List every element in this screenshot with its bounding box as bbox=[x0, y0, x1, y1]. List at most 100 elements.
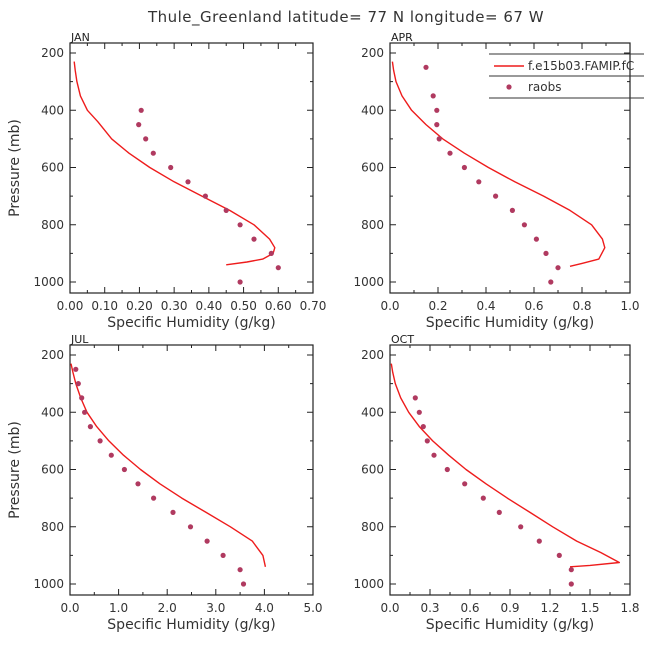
x-tick-label: 0.6 bbox=[524, 299, 543, 313]
y-tick-label: 400 bbox=[361, 103, 384, 117]
obs-point bbox=[412, 395, 418, 401]
obs-point bbox=[220, 552, 226, 559]
y-tick-label: 800 bbox=[361, 520, 384, 534]
legend-obs-swatch bbox=[506, 84, 512, 90]
x-tick-label: 0.40 bbox=[195, 299, 222, 313]
obs-point bbox=[423, 64, 429, 70]
obs-point bbox=[568, 581, 574, 587]
y-tick-label: 400 bbox=[41, 405, 64, 419]
obs-point bbox=[509, 207, 515, 213]
obs-point bbox=[461, 164, 467, 171]
y-tick-label: 1000 bbox=[33, 577, 64, 591]
obs-point bbox=[73, 366, 79, 372]
y-tick-label: 400 bbox=[41, 103, 64, 117]
x-tick-label: 5.0 bbox=[303, 601, 322, 615]
obs-point bbox=[447, 150, 453, 156]
chart-panel-oct: OCT 200 400 600 800 1000 0.0 0.3 0.6 0.9 1.2 1.5 1.8… bbox=[353, 333, 639, 633]
y-tick-label: 200 bbox=[41, 348, 64, 362]
obs-point bbox=[543, 250, 549, 256]
obs-point bbox=[138, 107, 144, 113]
obs-point bbox=[462, 481, 468, 487]
legend: f.e15b03.FAMIP.fC raobs bbox=[489, 53, 644, 99]
model-series-line bbox=[390, 363, 620, 568]
obs-point bbox=[121, 466, 127, 473]
y-tick-label: 200 bbox=[361, 46, 384, 60]
obs-point bbox=[75, 381, 81, 387]
obs-point bbox=[135, 481, 141, 487]
obs-point bbox=[521, 222, 528, 228]
obs-point bbox=[223, 207, 229, 213]
obs-point bbox=[533, 236, 540, 242]
x-tick-label: 0.00 bbox=[57, 299, 84, 313]
x-tick-label: 0.20 bbox=[126, 299, 153, 313]
plot-frame bbox=[389, 344, 631, 596]
x-axis-label: Specific Humidity (g/kg) bbox=[107, 617, 275, 633]
x-tick-label: 0.0 bbox=[380, 299, 399, 313]
obs-point bbox=[240, 581, 247, 587]
model-series-line bbox=[70, 363, 267, 567]
x-tick-label: 0.8 bbox=[572, 299, 591, 313]
obs-point bbox=[444, 466, 450, 473]
y-tick-label: 600 bbox=[41, 161, 64, 175]
panel-title: OCT bbox=[391, 333, 414, 346]
y-tick-label: 1000 bbox=[33, 275, 64, 289]
x-tick-label: 1.0 bbox=[620, 299, 639, 313]
chart-panel-jan: JAN 200 400 600 800 1000 0.00 0.10 0.20 0.30 0.40 0… bbox=[7, 31, 326, 331]
x-tick-label: 1.8 bbox=[620, 601, 639, 615]
x-tick-label: 1.0 bbox=[109, 601, 128, 615]
y-tick-label: 800 bbox=[41, 520, 64, 534]
x-tick-label: 3.0 bbox=[206, 601, 225, 615]
x-tick-label: 1.5 bbox=[580, 601, 599, 615]
y-tick-label: 600 bbox=[41, 463, 64, 477]
obs-point bbox=[79, 395, 85, 401]
legend-obs-label: raobs bbox=[528, 80, 562, 94]
obs-point bbox=[434, 107, 440, 113]
y-tick-label: 1000 bbox=[353, 577, 384, 591]
obs-point bbox=[237, 279, 243, 285]
x-tick-label: 0.30 bbox=[161, 299, 188, 313]
obs-point bbox=[424, 438, 430, 444]
obs-point bbox=[150, 150, 156, 156]
x-axis-label: Specific Humidity (g/kg) bbox=[426, 315, 594, 331]
plot-frame bbox=[69, 42, 314, 294]
y-tick-label: 200 bbox=[361, 348, 384, 362]
obs-point bbox=[168, 164, 174, 171]
obs-point bbox=[151, 495, 157, 501]
obs-point bbox=[268, 250, 274, 256]
chart-panel-apr: APR 200 400 600 800 1000 0.0 0.2 0.4 0.6 0.8 1.0 Spe… bbox=[353, 31, 639, 331]
legend-model-label: f.e15b03.FAMIP.fC bbox=[528, 59, 634, 73]
y-tick-label: 200 bbox=[41, 46, 64, 60]
obs-point bbox=[136, 122, 142, 128]
x-tick-label: 0.50 bbox=[230, 299, 257, 313]
obs-point bbox=[434, 122, 440, 128]
obs-point bbox=[416, 409, 422, 415]
obs-point bbox=[275, 265, 281, 271]
obs-point bbox=[555, 265, 561, 271]
panel-title: JAN bbox=[70, 31, 90, 44]
obs-point bbox=[556, 552, 562, 559]
obs-point bbox=[430, 93, 436, 99]
obs-point bbox=[82, 409, 88, 415]
obs-point bbox=[204, 538, 210, 544]
x-tick-label: 0.6 bbox=[460, 601, 479, 615]
obs-point bbox=[436, 136, 442, 142]
obs-point bbox=[480, 495, 486, 501]
obs-point bbox=[476, 179, 482, 185]
plot-frame bbox=[389, 42, 631, 294]
obs-point bbox=[536, 538, 542, 544]
x-tick-label: 0.0 bbox=[380, 601, 399, 615]
x-axis-label: Specific Humidity (g/kg) bbox=[107, 315, 275, 331]
obs-point bbox=[496, 509, 502, 515]
y-tick-label: 1000 bbox=[353, 275, 384, 289]
figure-title: Thule_Greenland latitude= 77 N longitude… bbox=[147, 8, 544, 27]
obs-point bbox=[518, 524, 524, 530]
x-tick-label: 1.2 bbox=[540, 601, 559, 615]
y-tick-label: 600 bbox=[361, 161, 384, 175]
x-tick-label: 0.4 bbox=[476, 299, 495, 313]
x-tick-label: 0.60 bbox=[265, 299, 292, 313]
x-tick-label: 2.0 bbox=[158, 601, 177, 615]
obs-point bbox=[237, 222, 243, 228]
obs-point bbox=[420, 424, 426, 430]
obs-point bbox=[493, 193, 499, 199]
